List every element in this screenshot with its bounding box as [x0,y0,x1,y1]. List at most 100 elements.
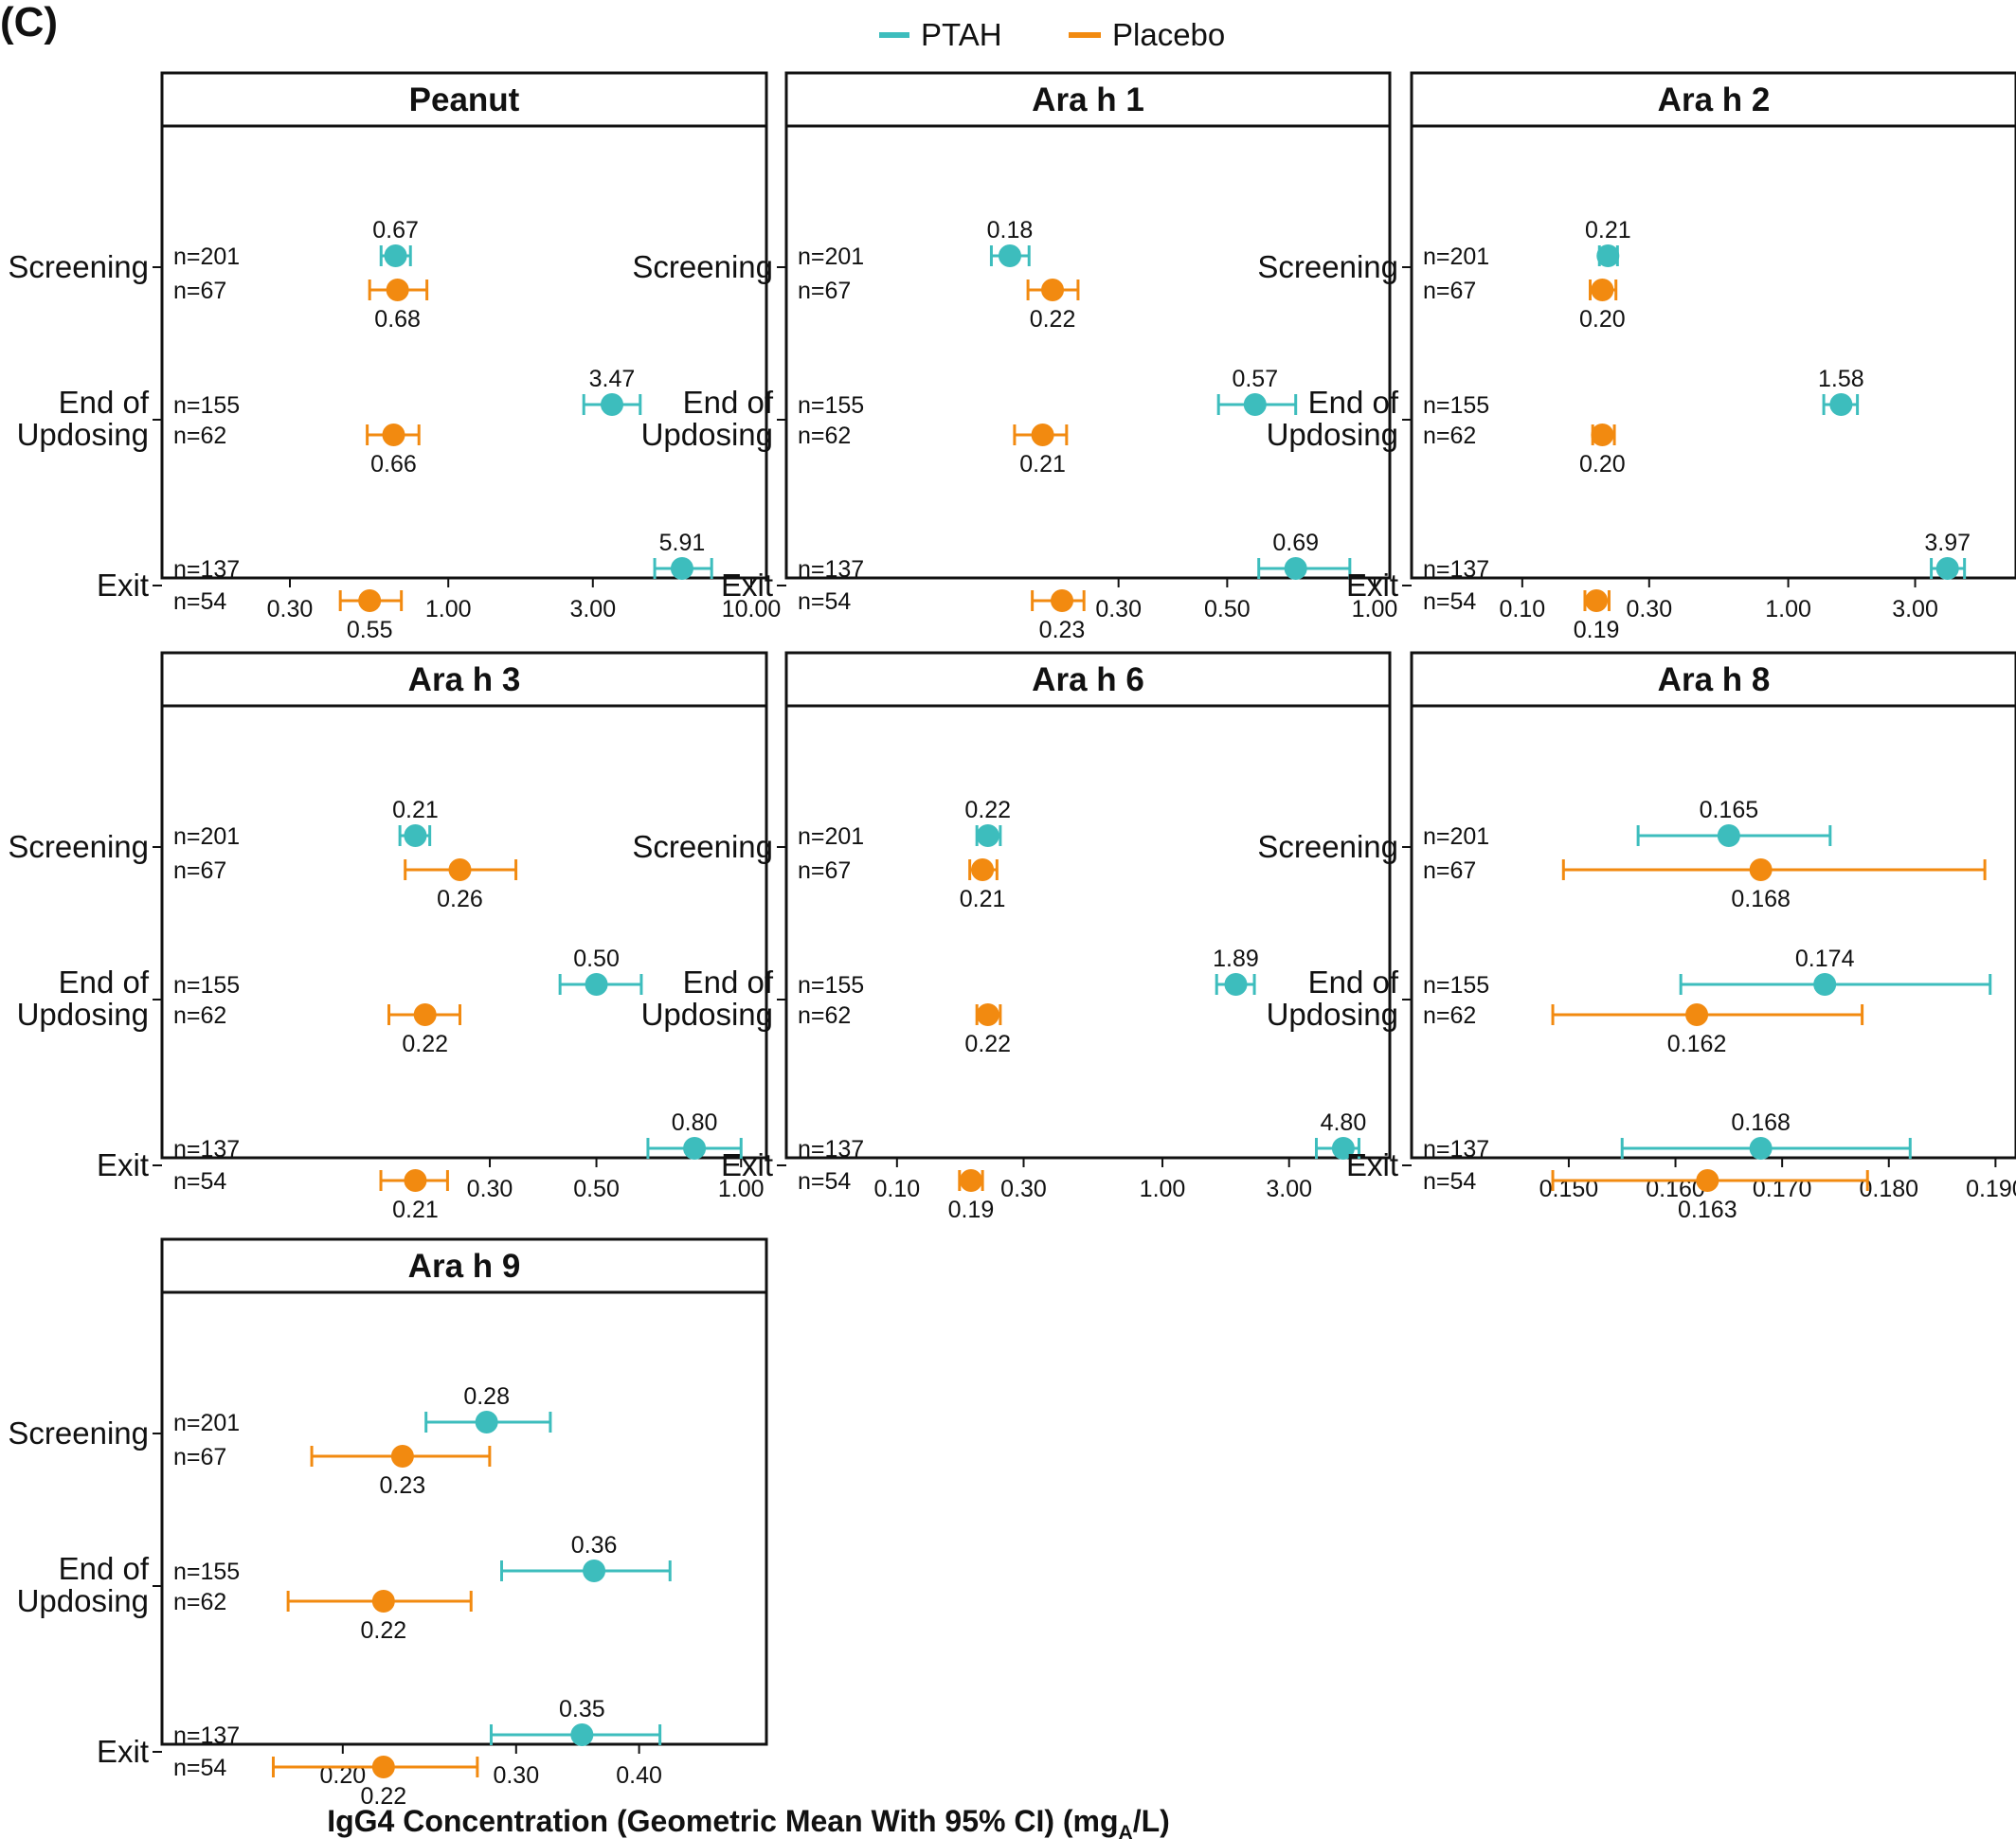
row-label: End of [59,1551,150,1586]
ptah-value-label: 4.80 [1321,1109,1367,1136]
placebo-mean-point [371,1590,395,1613]
n-label: n=62 [1423,1002,1476,1029]
row-label: Updosing [17,417,149,452]
n-label: n=62 [798,423,851,449]
placebo-value-label: 0.163 [1678,1197,1737,1223]
x-axis-title: IgG4 Concentration (Geometric Mean With … [327,1804,1170,1839]
n-label: n=155 [173,392,240,419]
n-label: n=54 [1423,1168,1476,1195]
x-tick-label: 0.40 [616,1762,662,1789]
placebo-mean-point [1685,1003,1709,1026]
placebo-mean-point [1696,1169,1719,1192]
ptah-value-label: 3.97 [1924,530,1971,556]
row-label: Screening [632,829,773,864]
placebo-mean-point [386,279,409,301]
x-tick-label: 1.00 [425,596,472,622]
ptah-value-label: 3.47 [589,366,636,392]
row-label: Screening [8,249,149,284]
n-label: n=155 [173,1559,240,1585]
row-label: End of [59,385,150,420]
row-label: Screening [8,1415,149,1451]
placebo-value-label: 0.22 [964,1031,1011,1057]
placebo-value-label: 0.21 [960,886,1006,912]
ptah-value-label: 0.36 [571,1532,618,1559]
panel-title: Ara h 1 [1032,81,1144,118]
placebo-value-label: 0.168 [1731,886,1791,912]
panel-letter: (C) [0,0,58,45]
n-label: n=67 [1423,857,1476,884]
ptah-mean-point [998,244,1021,267]
x-tick-label: 1.00 [1140,1176,1186,1202]
n-label: n=201 [798,243,864,270]
row-label: End of [683,965,774,1000]
n-label: n=155 [1423,392,1489,419]
n-label: n=54 [1423,588,1476,615]
x-tick-label: 0.30 [467,1176,513,1202]
row-label: Exit [721,1147,773,1182]
row-label: Updosing [1267,997,1398,1032]
ptah-value-label: 0.22 [964,797,1011,823]
ptah-mean-point [1749,1137,1773,1160]
n-label: n=54 [798,588,851,615]
ptah-value-label: 1.89 [1213,946,1259,972]
n-label: n=137 [173,1136,240,1163]
row-label: Updosing [17,1583,149,1618]
placebo-mean-point [404,1169,427,1192]
placebo-value-label: 0.22 [360,1617,406,1644]
placebo-value-label: 0.19 [948,1197,995,1223]
legend-label-0: PTAH [921,17,1002,52]
placebo-value-label: 0.22 [1030,306,1076,333]
n-label: n=201 [173,243,240,270]
placebo-mean-point [1585,589,1609,612]
n-label: n=62 [1423,423,1476,449]
n-label: n=137 [173,1722,240,1749]
n-label: n=137 [173,556,240,583]
row-label: Exit [721,568,773,603]
x-tick-label: 0.180 [1859,1176,1918,1202]
ptah-value-label: 5.91 [659,530,706,556]
panel-frame [1410,71,2016,580]
placebo-mean-point [959,1169,982,1192]
x-tick-label: 3.00 [1892,596,1938,622]
ptah-value-label: 0.69 [1272,530,1319,556]
ptah-mean-point [585,973,608,996]
ptah-value-label: 0.35 [559,1696,605,1722]
placebo-value-label: 0.23 [380,1472,426,1499]
ptah-mean-point [683,1137,707,1160]
n-label: n=137 [798,1136,864,1163]
panel-frame [160,651,768,1160]
n-label: n=62 [173,1589,226,1615]
panel-2: Ara h 2 0.10 0.30 1.00 3.00 Screening End ofUp… [1257,71,2016,643]
placebo-mean-point [1051,589,1074,612]
placebo-value-label: 0.19 [1574,617,1620,643]
ptah-value-label: 0.165 [1700,797,1759,823]
panel-title: Ara h 2 [1658,81,1771,118]
ptah-mean-point [1813,973,1837,996]
x-tick-label: 1.00 [1765,596,1811,622]
n-label: n=54 [173,1755,226,1781]
ptah-value-label: 0.28 [463,1383,510,1410]
x-tick-label: 0.190 [1966,1176,2016,1202]
n-label: n=54 [798,1168,851,1195]
n-label: n=137 [1423,1136,1489,1163]
placebo-value-label: 0.68 [374,306,421,333]
ptah-mean-point [404,824,427,847]
n-label: n=62 [798,1002,851,1029]
n-label: n=137 [798,556,864,583]
row-label: Updosing [17,997,149,1032]
ptah-mean-point [600,393,623,416]
legend-label-1: Placebo [1112,17,1225,52]
panel-title: Ara h 3 [408,661,521,698]
row-label: Screening [1257,249,1398,284]
n-label: n=62 [173,1002,226,1029]
x-tick-label: 1.00 [718,1176,765,1202]
placebo-value-label: 0.22 [360,1783,406,1810]
x-tick-label: 0.50 [1204,596,1251,622]
placebo-value-label: 0.162 [1667,1031,1727,1057]
ptah-mean-point [1331,1137,1355,1160]
placebo-mean-point [1591,424,1614,446]
placebo-value-label: 0.66 [370,451,417,478]
ptah-mean-point [1717,824,1740,847]
x-tick-label: 3.00 [1266,1176,1312,1202]
